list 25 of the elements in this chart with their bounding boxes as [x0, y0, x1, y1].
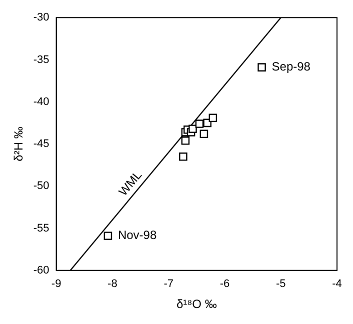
y-tick-label: -55: [33, 222, 50, 234]
x-tick-label: -8: [108, 278, 118, 290]
x-axis-title: δ¹⁸O ‰: [176, 297, 217, 312]
x-tick-label: -7: [164, 278, 174, 290]
point: [188, 124, 197, 133]
point: [104, 232, 112, 240]
point: [179, 152, 188, 161]
y-axis-title: δ²H ‰: [12, 126, 26, 162]
y-tick-label: -35: [33, 54, 50, 66]
x-tick-label: -4: [332, 278, 342, 290]
x-tick-label: -5: [276, 278, 286, 290]
y-tick-label: -30: [33, 12, 50, 24]
point: [200, 130, 208, 138]
point: [181, 136, 190, 145]
point: [195, 120, 204, 128]
y-tick-label: -50: [33, 180, 50, 192]
x-tick-label: -6: [220, 278, 230, 290]
annotation: Nov-98: [118, 228, 157, 242]
annotation: Sep-98: [272, 60, 311, 74]
y-tick-label: -60: [33, 264, 50, 276]
y-tick-label: -40: [33, 96, 50, 108]
x-tick-label: -9: [51, 278, 62, 290]
point: [208, 114, 218, 122]
y-tick-label: -45: [33, 138, 50, 150]
point: [258, 63, 266, 72]
